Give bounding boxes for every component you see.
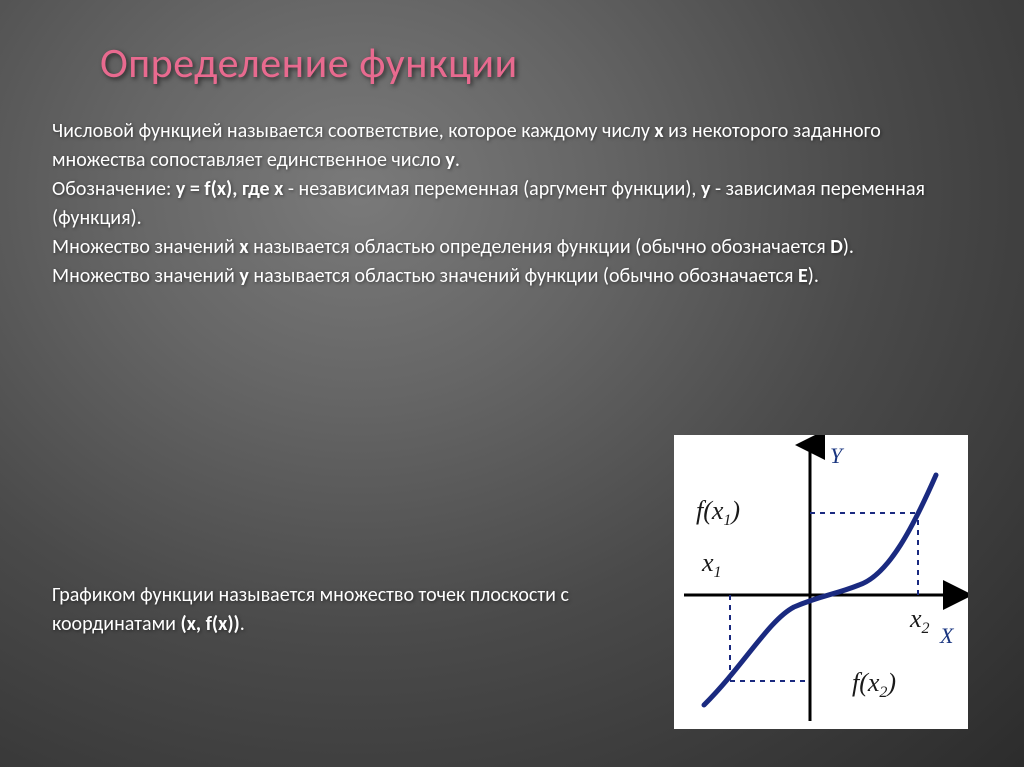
- p4a: Множество значений: [52, 264, 239, 288]
- p3c: называется областью определения функции …: [249, 235, 831, 259]
- p4c: называется областью значений функции (об…: [249, 264, 798, 288]
- p3d: D: [830, 235, 843, 259]
- x-axis-label: X: [939, 623, 955, 648]
- x2-label: x2: [909, 604, 930, 637]
- p1b: х: [654, 119, 663, 143]
- p4d: E: [798, 264, 808, 288]
- p1d: у: [445, 148, 454, 172]
- p2d: у: [701, 177, 710, 201]
- p1e: .: [455, 148, 460, 172]
- graph-svg: Y X f(x1) x1 x2 f(x2): [674, 435, 968, 729]
- p3a: Множество значений: [52, 235, 239, 259]
- function-graph: Y X f(x1) x1 x2 f(x2): [674, 435, 968, 729]
- p2b: у = f(x), где х: [176, 177, 284, 201]
- footer-text: Графиком функции называется множество то…: [52, 581, 572, 639]
- y-axis-label: Y: [830, 443, 845, 468]
- p3b: х: [239, 235, 248, 259]
- fx2-label: f(x2): [852, 668, 896, 701]
- p3e: ).: [843, 235, 854, 259]
- f2: (х, f(x)): [180, 612, 239, 636]
- f3: .: [240, 612, 245, 636]
- p2c: - независимая переменная (аргумент функц…: [283, 177, 701, 201]
- p1a: Числовой функцией называется соответстви…: [52, 119, 654, 143]
- fx1-label: f(x1): [696, 496, 740, 529]
- slide-title: Определение функции: [100, 38, 972, 89]
- p4b: у: [239, 264, 248, 288]
- p2a: Обозначение:: [52, 177, 176, 201]
- body-text: Числовой функцией называется соответстви…: [52, 117, 972, 291]
- p4e: ).: [808, 264, 819, 288]
- f1: Графиком функции называется множество то…: [52, 583, 569, 636]
- x1-label: x1: [701, 548, 722, 581]
